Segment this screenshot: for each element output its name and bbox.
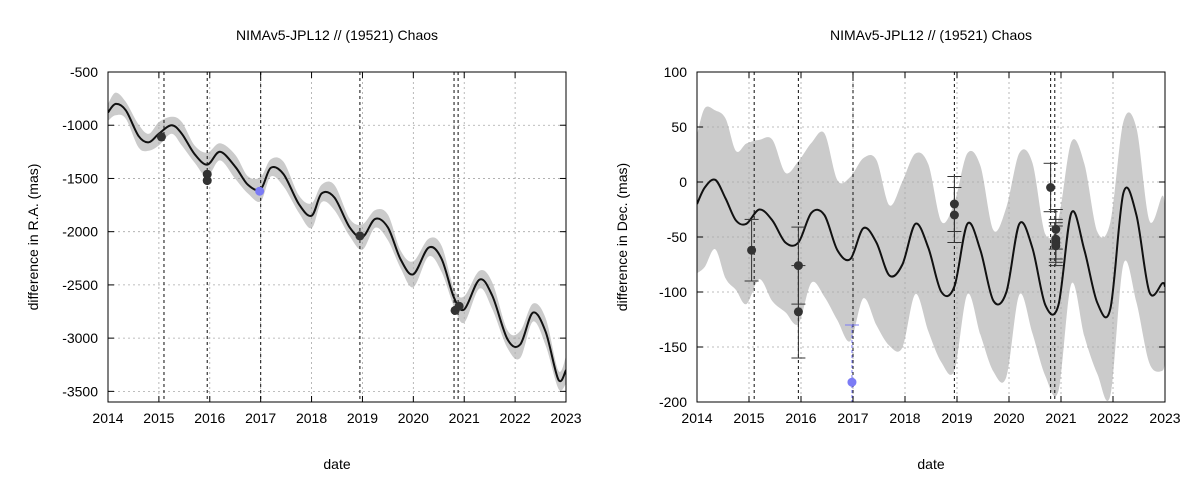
observation-point (454, 301, 464, 311)
x-tick-label: 2017 (837, 410, 868, 426)
y-tick-label: -200 (659, 394, 687, 410)
observation-point (255, 186, 265, 196)
y-tick-label: 100 (664, 64, 688, 80)
x-tick-label: 2020 (993, 410, 1024, 426)
x-axis-label: date (917, 456, 944, 472)
y-tick-label: -3000 (62, 330, 98, 346)
y-tick-label: -1500 (62, 170, 98, 186)
observation-point (202, 169, 212, 179)
x-tick-label: 2015 (733, 410, 764, 426)
dec-residual-panel: 2014 2015 2016 2017 2018 2019 2020 2021 2022 2023… (614, 27, 1181, 472)
observation-point (202, 176, 212, 186)
model-curve (108, 102, 566, 383)
observation-point (355, 231, 365, 241)
y-tick-label: -2500 (62, 277, 98, 293)
plot-frame (107, 71, 567, 403)
observation-point (1051, 241, 1061, 251)
observation-point (793, 307, 803, 317)
x-tick-label: 2018 (889, 410, 920, 426)
observation-point (156, 132, 166, 142)
x-tick-label: 2021 (1045, 410, 1076, 426)
plot-area (697, 72, 1165, 402)
observation-point (949, 210, 959, 220)
y-tick-label: -50 (667, 229, 687, 245)
x-tick-label: 2020 (398, 410, 429, 426)
y-tick-label: 50 (671, 119, 687, 135)
y-tick-label: -2000 (62, 224, 98, 240)
y-tick-label: -1000 (62, 117, 98, 133)
uncertainty-band (108, 92, 566, 391)
x-tick-label: 2015 (143, 410, 174, 426)
y-axis-label: difference in R.A. (mas) (25, 164, 41, 311)
x-axis-label: date (323, 456, 350, 472)
x-tick-label: 2019 (941, 410, 972, 426)
chart-title: NIMAv5-JPL12 // (19521) Chaos (830, 27, 1032, 43)
model-curve (697, 178, 1165, 319)
y-tick-label: 0 (679, 174, 687, 190)
x-tick-label: 2021 (449, 410, 480, 426)
x-tick-label: 2018 (296, 410, 327, 426)
y-tick-label: -100 (659, 284, 687, 300)
y-tick-label: -3500 (62, 383, 98, 399)
observation-point (1046, 183, 1056, 192)
ra-residual-panel: 2014 2015 2016 2017 2018 2019 2020 2021 2022 2023… (25, 27, 582, 472)
chart-title: NIMAv5-JPL12 // (19521) Chaos (236, 27, 438, 43)
y-axis-label: difference in Dec. (mas) (614, 163, 630, 311)
x-tick-label: 2019 (347, 410, 378, 426)
x-tick-label: 2023 (550, 410, 581, 426)
y-tick-label: -500 (70, 64, 98, 80)
observation-point (747, 245, 757, 255)
observation-point (847, 377, 857, 387)
x-tick-label: 2023 (1149, 410, 1180, 426)
x-tick-label: 2014 (681, 410, 712, 426)
y-tick-label: -150 (659, 339, 687, 355)
x-tick-label: 2017 (245, 410, 276, 426)
plot-area (108, 72, 566, 402)
x-tick-label: 2022 (1097, 410, 1128, 426)
x-tick-label: 2014 (92, 410, 123, 426)
x-tick-label: 2016 (785, 410, 816, 426)
x-tick-label: 2016 (194, 410, 225, 426)
x-tick-label: 2022 (500, 410, 531, 426)
